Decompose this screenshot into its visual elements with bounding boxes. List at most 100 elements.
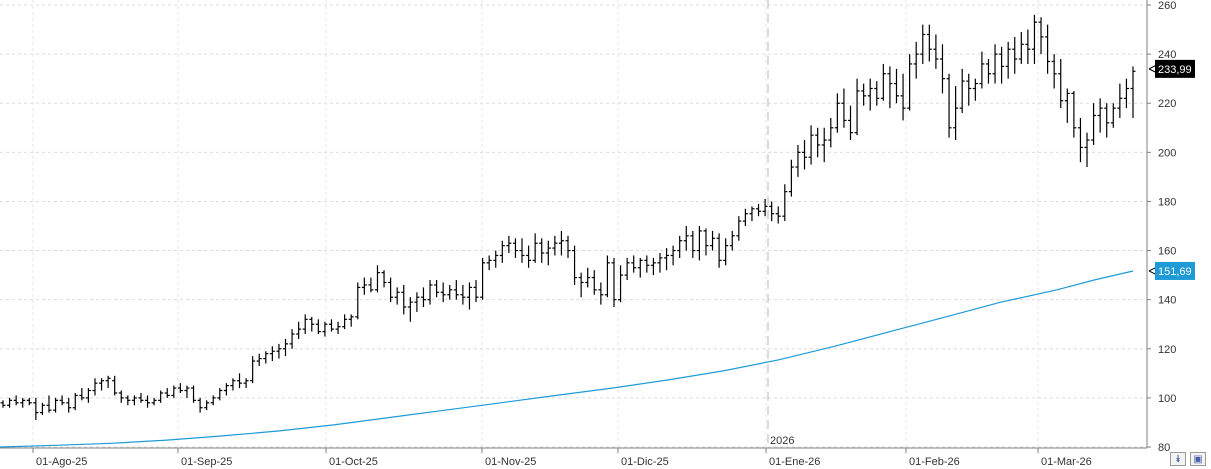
- ohlc-bar: [808, 125, 814, 165]
- ohlc-bar: [631, 255, 637, 273]
- ohlc-bar: [657, 253, 663, 273]
- ohlc-bar: [315, 319, 321, 335]
- ohlc-bar: [618, 265, 624, 303]
- ohlc-bar: [289, 329, 295, 349]
- ohlc-bar: [920, 24, 926, 64]
- ohlc-bar: [578, 272, 584, 298]
- ohlc-bar: [985, 59, 991, 84]
- y-axis-ticks: 80 100 120 140 160 180 200 220 240 260: [1147, 0, 1176, 454]
- ohlc-bar: [177, 383, 183, 393]
- ohlc-bar: [158, 390, 164, 403]
- ohlc-bar: [328, 319, 334, 332]
- ohlc-bar: [1045, 24, 1051, 74]
- ohlc-bar: [1097, 98, 1103, 133]
- ohlc-bar: [466, 282, 472, 310]
- ohlc-bar: [440, 282, 446, 303]
- x-tick-label: 01-Sep-25: [181, 456, 232, 468]
- ohlc-bar: [926, 24, 932, 62]
- ohlc-bar: [1025, 29, 1031, 64]
- ohlc-bar: [815, 127, 821, 158]
- last-price-tag: 233,99: [1148, 59, 1195, 78]
- y-tick-label: 260: [1158, 0, 1176, 12]
- ohlc-bar: [473, 280, 479, 303]
- ohlc-bar: [683, 226, 689, 251]
- ohlc-bar: [1084, 132, 1090, 168]
- ohlc-bar: [762, 198, 768, 217]
- ohlc-bar: [861, 83, 867, 106]
- ohlc-bar: [572, 245, 578, 285]
- save-icon[interactable]: ▣: [1190, 452, 1206, 466]
- ohlc-bar: [742, 208, 748, 226]
- grid-lines: [0, 0, 1147, 448]
- ohlc-bar: [1130, 66, 1136, 118]
- ohlc-bar: [736, 216, 742, 241]
- ohlc-bar: [880, 63, 886, 101]
- ohlc-bar: [355, 282, 361, 320]
- ohlc-bars: [0, 14, 1136, 420]
- x-tick-label: 01-Nov-25: [485, 456, 536, 468]
- ohlc-bar: [486, 255, 492, 271]
- ohlc-bar: [907, 54, 913, 111]
- ohlc-bar: [703, 228, 709, 256]
- ohlc-bar: [1058, 59, 1064, 109]
- ohlc-bar: [992, 44, 998, 84]
- y-tick-label: 200: [1158, 147, 1176, 159]
- ohlc-bar: [72, 392, 78, 411]
- ohlc-bar: [204, 400, 210, 411]
- ohlc-bar: [223, 383, 229, 396]
- ohlc-bar: [499, 240, 505, 263]
- ohlc-bar: [26, 397, 32, 406]
- ohlc-bar: [145, 395, 151, 408]
- ohlc-bar: [1117, 83, 1123, 118]
- ohlc-bar: [283, 338, 288, 357]
- ohlc-bar: [1104, 103, 1110, 138]
- ohlc-bar: [191, 385, 197, 403]
- x-axis-ticks: 01-Ago-25 01-Sep-25 01-Oct-25 01-Nov-25 01-D…: [0, 447, 1147, 468]
- ohlc-bar: [841, 88, 847, 128]
- ohlc-bar: [506, 235, 512, 254]
- ohlc-bar: [939, 44, 945, 94]
- y-tick-label: 140: [1158, 295, 1176, 307]
- ohlc-bar: [539, 238, 545, 263]
- ohlc-bar: [979, 51, 985, 89]
- scroll-down-button[interactable]: ⯯: [1170, 452, 1186, 466]
- ohlc-bar: [795, 144, 801, 177]
- ohlc-bar: [788, 159, 794, 197]
- ohlc-bar: [1091, 103, 1097, 145]
- ohlc-bar: [243, 378, 249, 389]
- ohlc-bar: [716, 233, 722, 268]
- ohlc-bar: [407, 297, 413, 322]
- ohlc-bar: [532, 233, 538, 263]
- ohlc-bar: [20, 397, 26, 408]
- ohlc-bar: [493, 250, 499, 268]
- ohlc-bar: [420, 287, 426, 308]
- ohlc-bar: [184, 385, 190, 398]
- ohlc-bar: [585, 267, 591, 288]
- ohlc-bar: [1077, 117, 1083, 163]
- ohlc-bar: [269, 346, 275, 362]
- ohlc-bar: [624, 257, 630, 281]
- ohlc-bar: [112, 375, 118, 396]
- ohlc-bar: [591, 270, 597, 295]
- moving-average-label: 151,69: [1158, 266, 1192, 278]
- ohlc-bar: [769, 201, 775, 222]
- ohlc-bar: [105, 375, 111, 389]
- ohlc-bar: [1031, 14, 1037, 64]
- ohlc-bar: [999, 46, 1005, 84]
- ohlc-bar: [164, 388, 170, 398]
- ohlc-bar: [972, 78, 978, 101]
- ohlc-bar: [821, 127, 827, 163]
- ohlc-bar: [46, 395, 52, 413]
- ohlc-bar: [296, 321, 302, 339]
- ohlc-bar: [151, 397, 157, 406]
- ohlc-bar: [217, 388, 223, 401]
- y-tick-label: 180: [1158, 196, 1176, 208]
- ohlc-bar: [756, 203, 762, 217]
- ohlc-bar: [361, 277, 367, 295]
- ohlc-bar: [552, 235, 558, 256]
- ohlc-bar: [526, 245, 532, 268]
- ohlc-bar: [854, 78, 860, 136]
- ohlc-bar: [197, 397, 203, 413]
- ohlc-bar: [723, 238, 729, 266]
